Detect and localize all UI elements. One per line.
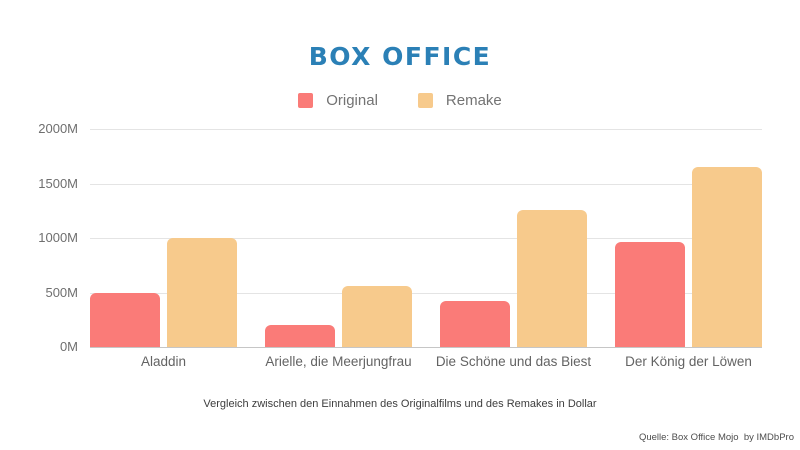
source-credit: Quelle: Box Office Mojo by IMDbPro	[638, 432, 794, 443]
y-tick-label-1500: 1500M	[38, 175, 78, 191]
gridline-1000	[90, 238, 762, 239]
x-axis-label: Arielle, die Meerjungfrau	[265, 354, 412, 369]
bar-group	[265, 129, 412, 347]
bars-container	[90, 129, 762, 347]
legend: Original Remake	[0, 92, 800, 109]
bar-remake	[692, 167, 762, 347]
bar-remake	[342, 286, 412, 347]
chart-caption: Vergleich zwischen den Einnahmen des Ori…	[203, 398, 597, 410]
legend-label: Remake	[445, 92, 502, 109]
x-axis-label: Der König der Löwen	[625, 354, 752, 369]
legend-swatch-icon	[298, 93, 314, 108]
bar-remake	[167, 238, 237, 347]
bar-original	[90, 292, 160, 347]
legend-swatch-icon	[417, 93, 433, 108]
bar-original	[440, 301, 510, 347]
legend-label: Original	[326, 92, 378, 109]
bar-remake	[517, 209, 587, 347]
bar-group	[440, 129, 587, 347]
y-tick-label-500: 500M	[45, 284, 78, 300]
bar-group	[615, 129, 762, 347]
gridline-2000	[90, 129, 762, 130]
legend-item-remake: Remake	[417, 92, 502, 109]
x-axis-line	[90, 347, 762, 348]
bar-group	[90, 129, 237, 347]
x-axis-label: Aladdin	[140, 354, 187, 369]
gridline-1500	[90, 183, 762, 185]
chart-title: BOX OFFICE	[308, 42, 492, 71]
legend-item-original: Original	[298, 92, 378, 109]
bar-original	[265, 325, 335, 347]
gridline-500	[90, 292, 762, 294]
y-tick-label-0: 0M	[59, 339, 78, 354]
y-tick-label-2000: 2000M	[38, 121, 78, 136]
plot-area: 0M 500M 1000M 1500M 2000M	[38, 121, 762, 354]
bar-original	[615, 242, 685, 347]
y-tick-label-1000: 1000M	[38, 230, 78, 245]
x-axis-label: Die Schöne und das Biest	[435, 354, 592, 369]
